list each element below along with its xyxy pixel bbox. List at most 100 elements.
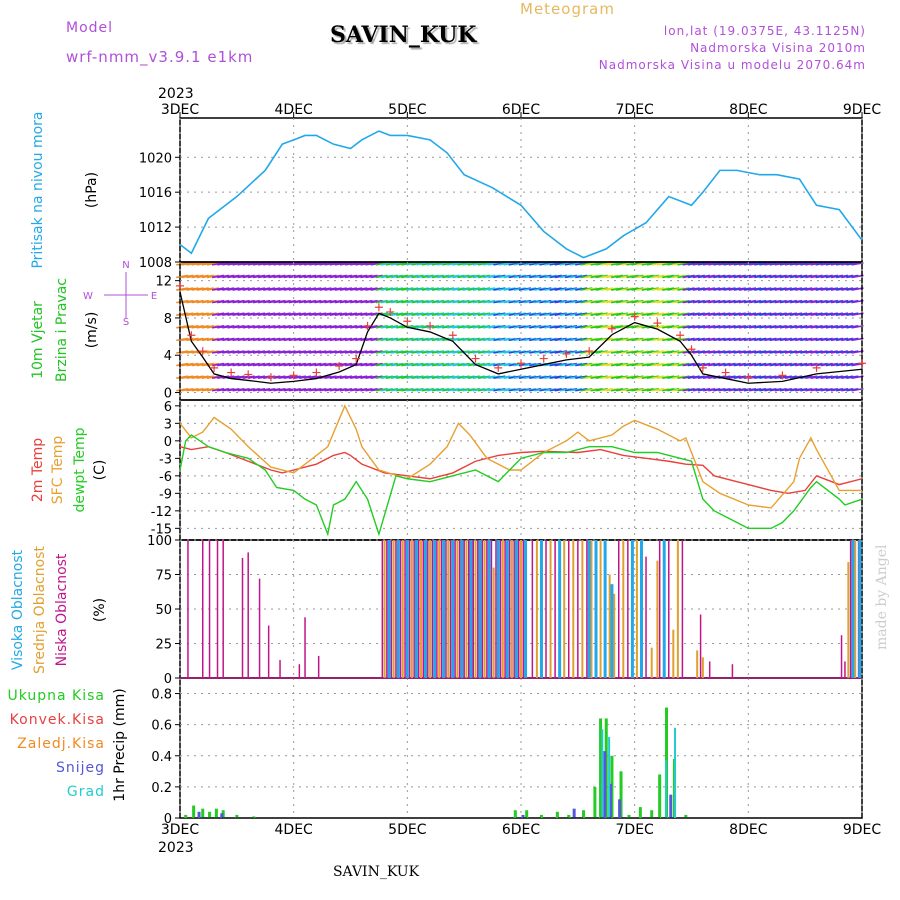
mid-cloud-bar [419,540,422,678]
wind-barb [452,274,465,279]
wind-barb [186,362,199,367]
wind-barb [227,337,240,342]
wind-barb [380,287,394,291]
wind-barb [677,387,690,392]
wind-barb [600,262,613,266]
wind-barb [626,274,639,279]
wind-barb [396,375,409,379]
wind-barb [508,375,521,379]
wind-gust-marker [812,363,821,372]
wind-barb [365,337,378,342]
clouds-ytick-label: 25 [155,638,172,653]
wind-barb [232,362,245,367]
wind-barb [508,287,521,291]
wind-barb [590,362,603,367]
wind-barb [825,299,839,304]
total-rain-bar [539,814,543,818]
wind-barb [406,375,419,379]
wind-barb [595,337,608,342]
wind-barb [626,337,639,342]
low-cloud-bar [499,540,502,678]
wind-barb [697,337,711,342]
mid-cloud-ylabel: Srednja Oblacnost [32,546,48,674]
wind-barb [672,287,685,291]
wind-barb [401,312,414,317]
wind-barb [334,337,347,342]
wind-barb [447,350,460,354]
wind-barb [749,274,762,279]
wind-barb [692,312,706,317]
wind-barb [263,387,276,392]
wind-barb [508,312,521,317]
wind-barb [769,375,782,379]
wind-barb [641,362,654,367]
wind-barb [355,299,368,304]
wind-barb [201,375,214,379]
top-xtick-label: 4DEC [275,102,314,118]
wind-barb [309,287,322,291]
wind-barb [227,299,240,304]
wind-barb [539,337,552,342]
wind-barb [708,312,721,317]
wind-barb [196,299,209,304]
wind-barb [344,262,358,266]
wind-barb [252,337,266,342]
wind-barb [447,325,460,329]
wind-barb [585,274,598,279]
wind-barb [585,262,598,266]
wind-barb [176,287,189,291]
wind-barb [718,287,731,291]
mid-cloud-bar [392,540,395,678]
low-cloud-bar [731,664,734,678]
wind-barb [201,299,214,304]
wind-barb [728,362,741,367]
wind-barb [672,274,685,279]
wind-barb [360,362,373,367]
wind-barb [523,299,537,304]
wind-barb [370,274,383,279]
wind-barb [304,299,317,304]
wind-barb [820,287,833,291]
wind-barb [702,287,716,291]
wind-barb [610,299,624,304]
wind-barb [396,337,409,342]
low-cloud-bar [208,540,211,678]
wind-barb [529,312,542,317]
wind-barb [211,337,225,342]
wind-barb [779,325,792,329]
wind-barb [242,287,255,291]
wind-barb [278,287,291,291]
wind-barb [232,274,245,279]
model-elevation-text: Nadmorska Visina u modelu 2070.64m [598,58,866,72]
wind-barb [846,287,859,291]
wind-barb [257,362,271,367]
wind-barb [743,287,757,291]
low-cloud-bar [699,614,702,678]
wind-barb [656,362,670,367]
wind-barb [237,312,250,317]
wind-barb [344,350,358,354]
high-cloud-bar [639,540,643,678]
wind-barb [759,387,772,392]
low-cloud-bar [618,540,620,678]
cloud-unit: (%) [92,598,108,622]
wind-barb [534,337,547,342]
wind-barb [334,387,347,392]
clouds-ytick-label: 0 [164,672,172,687]
wind-barb [559,337,573,342]
wind-barb [355,387,368,392]
wind-barb [375,262,388,266]
wind-barb [580,299,593,304]
temperature-ytick-label: -6 [159,470,172,485]
footer-station: SAVIN_KUK [333,864,420,880]
wind-barb [237,362,250,367]
wind-barb [416,350,429,354]
wind-barb [728,274,741,279]
wind-barb [488,387,501,392]
wind-barb [708,337,721,342]
wind-barb [779,362,792,367]
wind-barb [447,312,460,317]
wind-barb [575,387,588,392]
wind-barb [774,262,787,266]
wind-barb [263,362,276,367]
